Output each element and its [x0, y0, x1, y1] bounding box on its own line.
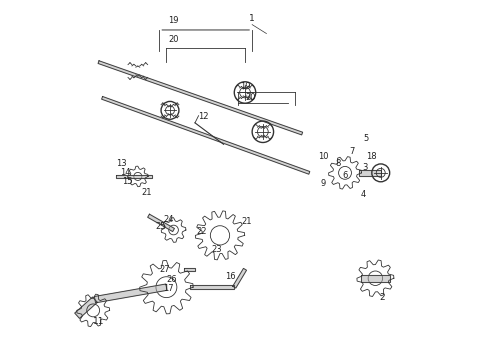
Text: 19: 19: [240, 82, 250, 91]
Polygon shape: [101, 96, 310, 174]
Text: 9: 9: [321, 179, 326, 188]
Text: 25: 25: [156, 222, 166, 231]
Text: 5: 5: [364, 134, 369, 143]
Text: 7: 7: [349, 147, 355, 156]
Text: 14: 14: [120, 168, 130, 177]
Text: 2: 2: [380, 293, 385, 302]
Text: 22: 22: [197, 227, 207, 236]
Text: 6: 6: [343, 171, 348, 180]
Text: 20: 20: [168, 35, 179, 44]
Text: 12: 12: [198, 112, 209, 121]
Polygon shape: [190, 285, 234, 289]
Text: 8: 8: [335, 159, 341, 168]
Text: 1: 1: [249, 14, 255, 23]
Polygon shape: [184, 267, 195, 271]
Text: 24: 24: [163, 215, 173, 224]
Text: 21: 21: [242, 217, 252, 226]
Polygon shape: [359, 170, 381, 176]
Polygon shape: [233, 269, 246, 288]
Text: 20: 20: [245, 94, 255, 103]
Polygon shape: [98, 61, 303, 135]
Polygon shape: [147, 214, 174, 231]
Text: 23: 23: [211, 245, 222, 254]
Text: 27: 27: [159, 265, 170, 274]
Text: 10: 10: [318, 152, 329, 161]
Text: 19: 19: [168, 15, 179, 24]
Text: 4: 4: [360, 190, 366, 199]
Text: 18: 18: [367, 152, 377, 161]
Text: 16: 16: [225, 272, 236, 281]
Text: 11: 11: [93, 316, 104, 325]
Polygon shape: [117, 175, 152, 178]
Text: 3: 3: [362, 163, 368, 172]
Polygon shape: [361, 275, 390, 282]
Text: 21: 21: [142, 188, 152, 197]
Text: 13: 13: [117, 159, 127, 168]
Polygon shape: [95, 284, 167, 303]
Text: 26: 26: [167, 275, 177, 284]
Text: 15: 15: [122, 177, 132, 186]
Polygon shape: [74, 297, 98, 318]
Text: 17: 17: [163, 284, 173, 293]
